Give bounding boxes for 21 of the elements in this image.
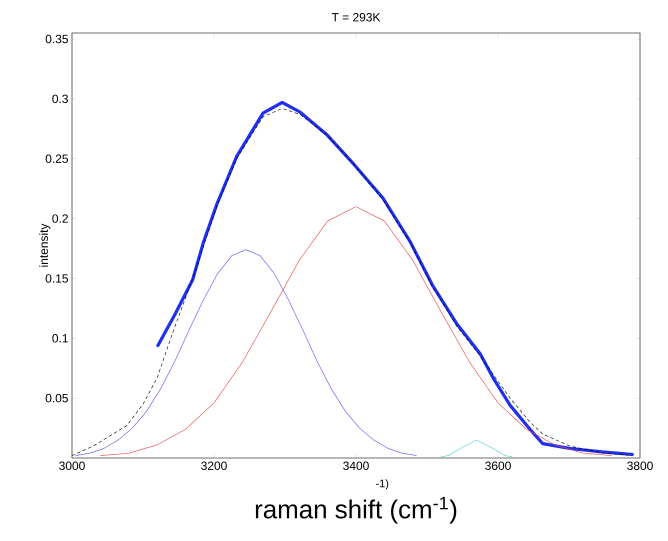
line-series	[100, 206, 612, 456]
y-tick-label: 0.3	[52, 94, 68, 104]
y-tick-label: 0.05	[46, 394, 68, 402]
line-series	[440, 440, 513, 458]
x-tick-label: 3200	[201, 462, 227, 470]
x-tick-label: 3800	[627, 462, 653, 470]
x-axis-title: raman shift (cm$^{-1}$)	[256, 496, 456, 524]
x-tick-label: 3400	[343, 462, 369, 470]
y-tick-label: 0.2	[52, 214, 68, 223]
y-tick-label: 0.25	[46, 154, 68, 163]
y-tick-label: 0.1	[52, 334, 68, 343]
text: -1)	[376, 479, 388, 490]
x-tick-label: 3000	[59, 462, 85, 470]
line-series	[72, 108, 632, 456]
line-series	[75, 249, 417, 456]
chart-title: T = 293K	[332, 13, 380, 22]
y-tick-label: 0.35	[46, 34, 68, 44]
y-tick-label: 0.15	[46, 274, 68, 283]
x-tick-label: 3600	[485, 462, 511, 470]
line-series	[156, 100, 634, 456]
y-axis-title: intensity	[39, 224, 50, 267]
